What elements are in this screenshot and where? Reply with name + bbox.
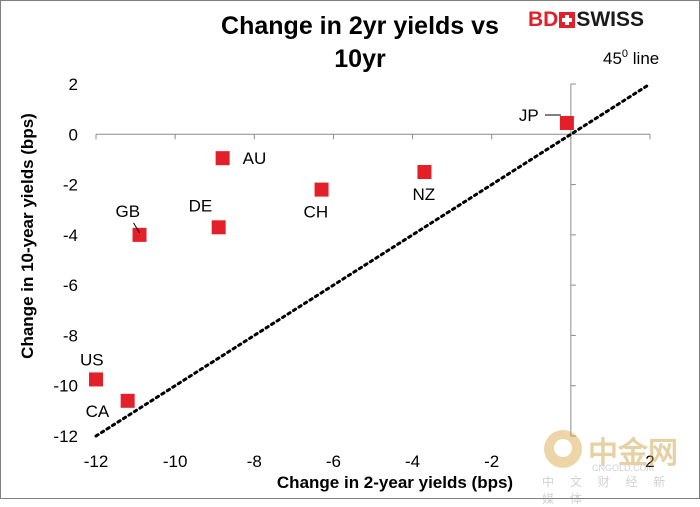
reference-line-45: 450 line <box>94 48 659 438</box>
x-tick-label: -4 <box>405 452 420 471</box>
x-tick-label: -8 <box>247 452 262 471</box>
x-tick-label: 2 <box>645 452 654 471</box>
y-tick-label: -12 <box>53 427 78 446</box>
point-gb <box>132 227 147 242</box>
point-label-gb: GB <box>116 202 141 221</box>
y-axis-title: Change in 10-year yields (bps) <box>18 113 37 359</box>
y-tick-label: -6 <box>63 276 78 295</box>
point-label-au: AU <box>243 149 267 168</box>
point-nz <box>417 165 432 179</box>
label-leader <box>133 222 140 234</box>
point-de <box>211 220 226 235</box>
point-label-ca: CA <box>86 402 110 421</box>
x-tick-label: -12 <box>84 452 109 471</box>
watermark: 中金网 CNGOLD.COM 中 文 财 经 新 媒 体 <box>540 428 690 506</box>
point-label-de: DE <box>189 196 213 215</box>
axes: -12 -10 -8 -6 -4 -2 2 2 0 -2 -4 -6 -8 -10 -12 <box>53 75 654 471</box>
reference-line <box>94 82 652 438</box>
bdswiss-logo: BD SWISS <box>528 8 644 32</box>
watermark-sub: 中 文 财 经 新 媒 体 <box>542 475 672 506</box>
reference-line-label: 450 line <box>603 48 659 68</box>
y-tick-label: -4 <box>63 226 78 245</box>
y-tick-label: -10 <box>53 377 78 396</box>
brand-part-1: BD <box>528 8 559 31</box>
y-tick-label: -2 <box>63 176 78 195</box>
point-jp <box>559 115 574 130</box>
point-label-us: US <box>80 350 104 369</box>
y-tick-label: 2 <box>69 75 78 94</box>
point-ca <box>120 393 135 408</box>
chart-title: Change in 2yr yields vs 10yr <box>221 12 499 73</box>
point-us <box>89 372 103 387</box>
x-axis-title: Change in 2-year yields (bps) <box>277 473 513 492</box>
watermark-cn: 中金网 <box>588 436 678 471</box>
watermark-en: CNGOLD.COM <box>592 463 655 473</box>
axis-labels: Change in 2-year yields (bps) Change in 1… <box>18 113 513 492</box>
y-tick-label: -8 <box>63 326 78 345</box>
x-tick-label: -6 <box>326 452 341 471</box>
point-ch <box>314 182 329 197</box>
brand-part-2: SWISS <box>576 8 645 31</box>
x-tick-label: -10 <box>163 452 188 471</box>
swiss-cross-icon <box>559 12 576 28</box>
watermark-logo-icon <box>544 430 582 468</box>
data-points: JP AU NZ CH DE GB US CA <box>80 106 574 421</box>
y-tick-label: 0 <box>69 125 78 144</box>
point-label-jp: JP <box>519 106 539 125</box>
x-tick-label: -2 <box>484 452 499 471</box>
point-label-ch: CH <box>304 203 329 222</box>
point-label-nz: NZ <box>412 185 435 204</box>
point-au <box>215 151 230 166</box>
